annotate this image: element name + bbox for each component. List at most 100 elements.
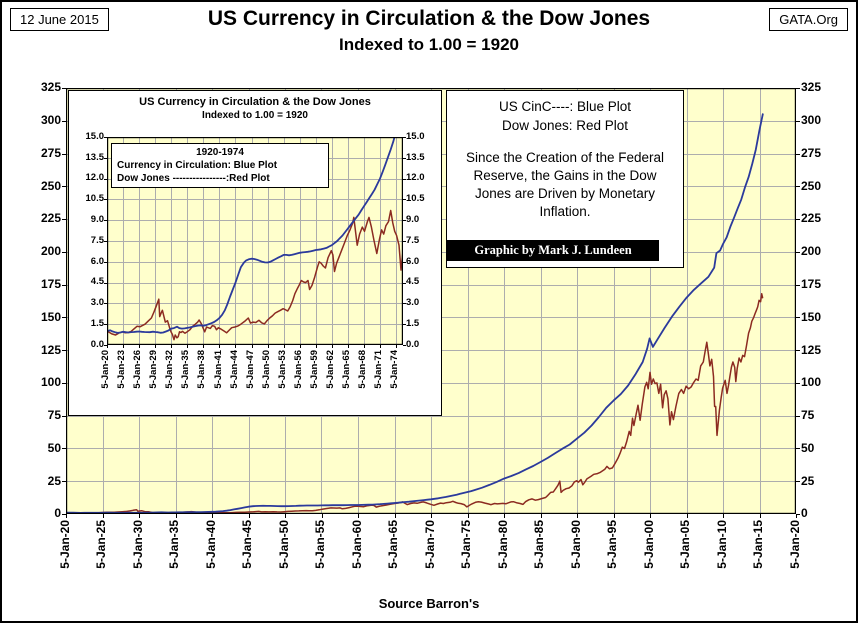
y-tick-mark xyxy=(403,199,406,201)
x-tick-mark xyxy=(175,514,177,518)
y-tick-mark xyxy=(403,324,406,326)
x-tick-mark xyxy=(155,345,157,348)
chart-title: US Currency in Circulation & the Dow Jon… xyxy=(207,7,651,30)
y-tick-mark xyxy=(403,282,406,284)
x-tick-mark xyxy=(540,514,542,518)
y-axis-label-right: 0 xyxy=(801,506,808,521)
y-axis-label-left: 325 xyxy=(40,80,61,95)
inset-subtitle: Indexed to 1.00 = 1920 xyxy=(202,110,308,121)
x-axis-label: 5-Jan-25 xyxy=(94,520,109,569)
x-tick-mark xyxy=(347,345,349,348)
y-tick-mark xyxy=(796,88,800,89)
x-tick-mark xyxy=(299,345,301,348)
y-tick-mark xyxy=(62,153,66,155)
y-tick-mark xyxy=(104,220,107,222)
x-tick-mark xyxy=(759,514,761,518)
x-axis-label: 5-Jan-75 xyxy=(459,520,474,569)
x-axis-label: 5-Jan-68 xyxy=(357,350,369,389)
y-axis-label-left: 9.0 xyxy=(90,213,104,225)
y-tick-mark xyxy=(62,382,66,384)
brand-badge: GATA.Org xyxy=(769,8,848,31)
y-axis-label-left: 75 xyxy=(47,408,61,423)
x-axis-label: 5-Jan-10 xyxy=(714,520,729,569)
y-tick-mark xyxy=(796,186,800,188)
y-axis-label-right: 12.0 xyxy=(406,172,425,184)
y-axis-label-right: 275 xyxy=(801,145,822,160)
x-tick-mark xyxy=(723,514,724,518)
annotation-legend-cinc: US CinC----: Blue Plot xyxy=(498,99,632,114)
y-tick-mark xyxy=(104,345,107,346)
chart-subtitle: Indexed to 1.00 = 1920 xyxy=(338,35,519,54)
y-tick-mark xyxy=(796,251,800,253)
y-axis-label-left: 250 xyxy=(40,178,61,193)
y-axis-label-left: 50 xyxy=(47,440,61,455)
y-tick-mark xyxy=(104,324,107,326)
x-tick-mark xyxy=(396,345,398,348)
x-tick-mark xyxy=(321,514,323,518)
y-tick-mark xyxy=(104,282,107,284)
y-tick-mark xyxy=(403,220,406,222)
y-tick-mark xyxy=(104,303,107,305)
x-tick-mark xyxy=(358,514,359,518)
y-axis-label-left: 0.0 xyxy=(90,338,104,350)
y-tick-mark xyxy=(62,219,66,221)
y-tick-mark xyxy=(104,199,107,201)
y-axis-label-right: 150 xyxy=(801,309,822,324)
x-axis-label: 5-Jan-74 xyxy=(389,350,401,389)
y-axis-label-right: 250 xyxy=(801,178,822,193)
y-tick-mark xyxy=(796,120,800,122)
plot-border xyxy=(66,88,796,514)
y-tick-mark xyxy=(796,415,800,417)
x-axis-label: 5-Jan-62 xyxy=(324,350,336,389)
y-axis-label-right: 25 xyxy=(801,473,815,488)
x-tick-mark xyxy=(102,514,104,518)
y-axis-label-left: 13.5 xyxy=(85,151,105,163)
y-axis-label-left: 3.0 xyxy=(90,297,104,309)
y-tick-mark xyxy=(62,448,66,450)
y-tick-mark xyxy=(796,448,800,450)
x-axis-label: 5-Jan-23 xyxy=(116,350,128,389)
x-tick-mark xyxy=(107,345,108,348)
inset-legend-cinc: Currency in Circulation: Blue Plot xyxy=(117,160,278,171)
y-tick-mark xyxy=(62,514,66,515)
y-axis-label-right: 7.5 xyxy=(406,234,420,246)
x-axis-label: 5-Jan-59 xyxy=(308,350,320,389)
x-tick-mark xyxy=(613,514,615,518)
x-axis-label: 5-Jan-90 xyxy=(568,520,583,569)
x-tick-mark xyxy=(431,514,432,518)
x-tick-mark xyxy=(187,345,189,348)
y-tick-mark xyxy=(104,137,107,138)
y-tick-mark xyxy=(796,219,800,221)
x-axis-label: 5-Jan-05 xyxy=(678,520,693,569)
y-axis-label-left: 15.0 xyxy=(85,130,105,142)
y-axis-label-left: 175 xyxy=(40,277,61,291)
x-axis-label: 5-Jan-71 xyxy=(373,350,385,389)
y-axis-label-right: 200 xyxy=(801,244,822,259)
x-axis-label: 5-Jan-35 xyxy=(167,520,182,569)
y-tick-mark xyxy=(62,284,66,286)
y-tick-mark xyxy=(62,88,66,89)
y-axis-label-left: 0 xyxy=(54,506,61,521)
x-axis-label: 5-Jan-85 xyxy=(532,520,547,569)
x-tick-mark xyxy=(267,345,269,348)
y-tick-mark xyxy=(403,303,406,305)
credit-badge: Graphic by Mark J. Lundeen xyxy=(447,240,659,261)
y-tick-mark xyxy=(62,186,66,188)
cinc-line xyxy=(107,137,396,334)
x-tick-mark xyxy=(251,345,253,348)
y-tick-mark xyxy=(104,261,107,263)
x-axis-label: 5-Jan-50 xyxy=(260,350,272,389)
annotation-legend-dow: Dow Jones: Red Plot xyxy=(501,117,629,133)
y-axis-label-right: 3.0 xyxy=(406,297,420,309)
annotation-body: Since the Creation of the Federal Reserv… xyxy=(465,149,665,220)
inset-legend-dow: Dow Jones ----------------:Red Plot xyxy=(117,173,270,184)
y-tick-mark xyxy=(62,251,66,253)
x-tick-mark xyxy=(248,514,250,518)
inset-chart: US Currency in Circulation & the Dow Jon… xyxy=(68,90,442,416)
y-axis-label-left: 300 xyxy=(40,113,61,128)
y-axis-label-right: 100 xyxy=(801,375,822,390)
x-axis-label: 5-Jan-60 xyxy=(349,520,364,569)
y-axis-label-left: 12.0 xyxy=(85,172,105,184)
y-axis-label-left: 150 xyxy=(40,309,61,324)
y-tick-mark xyxy=(62,120,66,122)
